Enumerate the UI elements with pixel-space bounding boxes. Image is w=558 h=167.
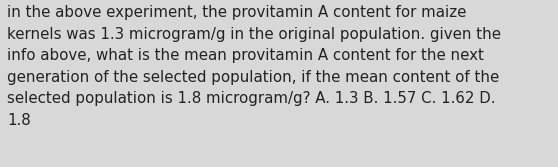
Text: in the above experiment, the provitamin A content for maize
kernels was 1.3 micr: in the above experiment, the provitamin …: [7, 5, 501, 128]
